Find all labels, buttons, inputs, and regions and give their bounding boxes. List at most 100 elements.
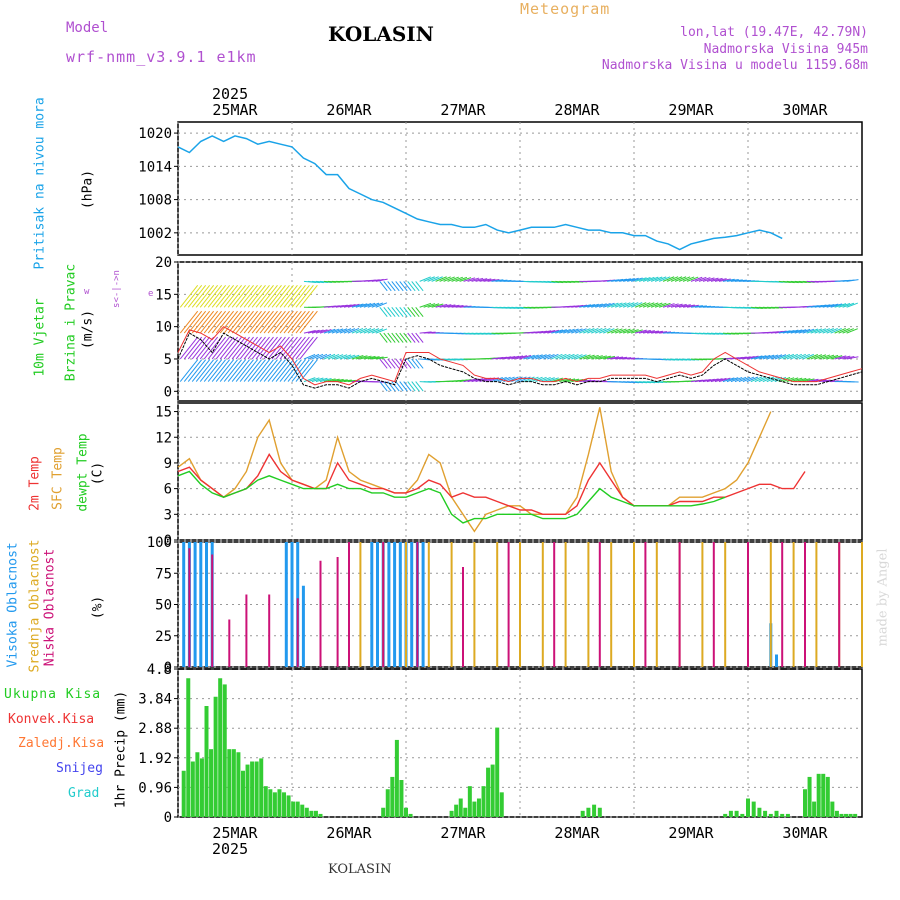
- wind-barb: [411, 306, 420, 317]
- wind-barb: [283, 359, 302, 382]
- wind-barb: [443, 276, 455, 282]
- wind-barb: [634, 277, 647, 282]
- wind-barb: [263, 359, 282, 382]
- wind-barb: [367, 356, 380, 360]
- wind-barb: [523, 354, 535, 360]
- wind-barb: [195, 336, 215, 360]
- wind-barb: [467, 277, 480, 282]
- wind-barb: [654, 302, 667, 308]
- pressure-line: [177, 135, 783, 251]
- lonlat-label: lon,lat (19.47E, 42.79N): [680, 25, 868, 40]
- wind-barb: [638, 277, 651, 282]
- precip-bar: [300, 804, 305, 817]
- wind-barb: [746, 355, 759, 360]
- wind-barb: [459, 379, 472, 383]
- wind-barb: [702, 277, 715, 282]
- precip-bar: [381, 807, 386, 817]
- wind-barb: [638, 302, 651, 308]
- wind-barb: [303, 353, 316, 360]
- wind-barb: [591, 303, 603, 308]
- wind-barb: [207, 310, 227, 334]
- precip-bar: [472, 801, 477, 817]
- wind-barb: [303, 330, 316, 334]
- wind-barb: [730, 279, 743, 282]
- wind-barb: [806, 354, 819, 360]
- cloud-bar: [519, 542, 521, 667]
- precip-bar: [231, 749, 236, 817]
- wind-barb: [686, 276, 699, 282]
- cloud-bar: [336, 557, 339, 667]
- wind-barb: [311, 353, 324, 360]
- wind-barb: [179, 310, 199, 334]
- wind-barb: [439, 304, 452, 308]
- y-tick-label: 20: [155, 255, 172, 271]
- y-tick-label: 75: [155, 566, 172, 582]
- wind-barb: [391, 381, 400, 392]
- wind-barb: [311, 329, 324, 334]
- wind-barb: [319, 353, 332, 360]
- wind-barb: [203, 359, 223, 382]
- wind-barb: [738, 356, 751, 360]
- precip-bar: [240, 770, 245, 817]
- wind-barb: [579, 379, 592, 383]
- cloud-bar: [587, 542, 590, 667]
- precip-bar: [218, 678, 223, 817]
- wind-barb: [670, 276, 683, 282]
- wind-barb: [587, 354, 599, 360]
- wind-barb: [223, 310, 242, 334]
- wind-barb: [662, 276, 675, 282]
- precip-bar: [385, 789, 390, 817]
- wind-barb: [611, 328, 623, 334]
- wind-barb: [491, 377, 503, 383]
- wind-barb: [319, 328, 332, 334]
- wind-barb: [223, 336, 242, 360]
- wind-barb: [666, 303, 679, 308]
- cloud-bar: [496, 542, 499, 667]
- wind-barb: [375, 302, 388, 308]
- wind-barb: [666, 276, 679, 282]
- wind-barb: [191, 310, 211, 334]
- wind-barb: [315, 377, 328, 383]
- wind-barb: [327, 353, 340, 360]
- wind-barb: [267, 285, 286, 308]
- wind-barb: [591, 327, 603, 334]
- wind-barb: [658, 302, 671, 308]
- wind-barb: [215, 359, 234, 382]
- wind-barb: [642, 302, 655, 308]
- wind-barb: [423, 276, 435, 282]
- model-elevation-label: Nadmorska Visina u modelu 1159.68m: [601, 58, 868, 73]
- wind-barb: [307, 329, 320, 334]
- precip-bar: [186, 678, 191, 817]
- wind-barb: [475, 377, 488, 383]
- cloud-bar: [382, 542, 385, 667]
- wind-barb: [275, 310, 294, 334]
- wind-barb: [698, 277, 711, 282]
- precip-legend-conv: Konvek.Kisa: [8, 712, 95, 727]
- wind-barb: [814, 328, 827, 334]
- x-day-label-top: 30MAR: [782, 101, 828, 119]
- wind-barb: [519, 376, 531, 383]
- y-tick-label: 1020: [138, 126, 172, 142]
- cloud-bar: [387, 542, 391, 667]
- precip-bar: [458, 798, 463, 817]
- wind-barb: [179, 285, 199, 308]
- wind-barb: [635, 329, 647, 334]
- x-day-label-bottom: 26MAR: [326, 824, 372, 842]
- wind-barb: [387, 358, 396, 369]
- wind-barb: [307, 377, 320, 383]
- wind-barb: [846, 328, 858, 334]
- wind-barb: [507, 355, 520, 360]
- wind-barb: [403, 358, 412, 369]
- wind-barb: [395, 381, 404, 392]
- wind-barb: [315, 329, 328, 334]
- wind-barb: [487, 279, 500, 282]
- precip-bar: [272, 792, 277, 817]
- x-day-label-top: 25MAR: [212, 101, 258, 119]
- wind-barb: [419, 276, 431, 282]
- wind-barb: [423, 303, 436, 308]
- wind-barb: [215, 336, 234, 360]
- wind-barb: [379, 332, 388, 343]
- wind-barb: [611, 302, 623, 308]
- wind-barb: [223, 285, 242, 308]
- wind-barb: [247, 310, 266, 334]
